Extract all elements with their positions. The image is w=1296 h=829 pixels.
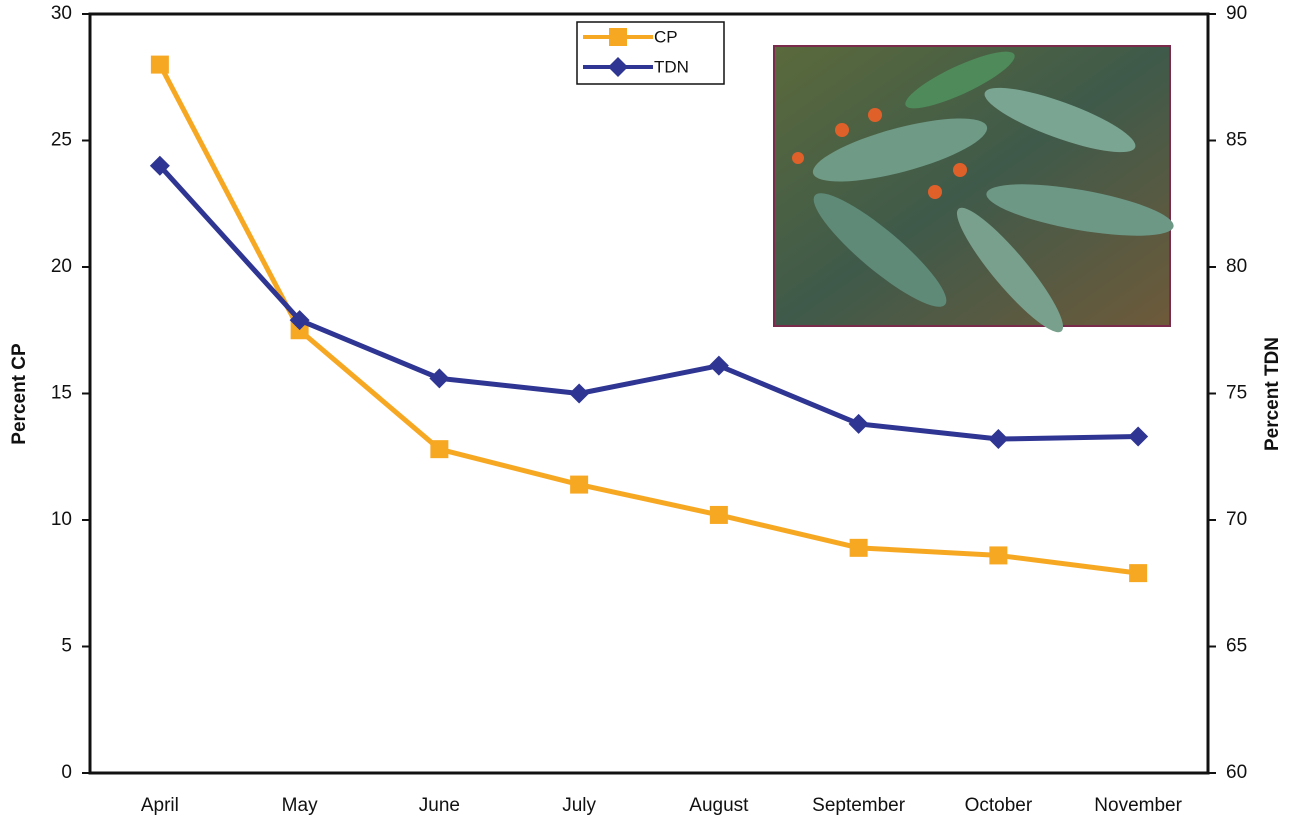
point: [988, 429, 1009, 450]
y-tick-label: 10: [51, 509, 72, 530]
point: [708, 355, 729, 376]
photo: [773, 45, 1174, 333]
y2-tick-label: 65: [1226, 636, 1247, 657]
legend-label: TDN: [654, 57, 689, 76]
y-tick-label: 25: [51, 130, 72, 151]
y-tick-label: 5: [61, 636, 72, 657]
legend-label: CP: [654, 27, 678, 46]
point: [709, 505, 728, 524]
point: [569, 383, 590, 404]
point: [289, 310, 310, 331]
point: [849, 538, 868, 557]
point: [150, 55, 169, 74]
legend: [576, 21, 725, 85]
x-tick-label: September: [812, 795, 906, 816]
series-line: [158, 164, 1139, 442]
point: [570, 475, 589, 494]
y2-tick-label: 70: [1226, 509, 1247, 530]
x-tick-label: May: [282, 795, 318, 816]
point: [1128, 426, 1149, 447]
y-tick-label: 30: [51, 3, 72, 24]
x-tick-label: July: [562, 795, 596, 816]
y2-tick-label: 60: [1226, 762, 1247, 783]
point: [430, 440, 449, 459]
y2-tick-label: 75: [1226, 383, 1247, 404]
x-tick-label: June: [419, 795, 460, 816]
point: [1129, 564, 1148, 583]
x-tick-label: October: [965, 795, 1033, 816]
y2-tick-label: 85: [1226, 130, 1247, 151]
x-tick-label: April: [141, 795, 179, 816]
y2-tick-label: 80: [1226, 256, 1247, 277]
point: [848, 413, 869, 434]
point: [429, 368, 450, 389]
y2-axis-label: Percent TDN: [1262, 337, 1283, 451]
legend-marker: [608, 57, 628, 77]
x-tick-label: August: [689, 795, 749, 816]
x-tick-label: November: [1094, 795, 1182, 816]
legend-marker: [609, 28, 627, 46]
y-axis-label: Percent CP: [9, 343, 30, 445]
series-line: [157, 63, 1139, 576]
point: [989, 546, 1008, 565]
y2-tick-label: 90: [1226, 3, 1247, 24]
point: [149, 155, 170, 176]
y-tick-label: 20: [51, 256, 72, 277]
y-tick-label: 15: [51, 383, 72, 404]
y-tick-label: 0: [61, 762, 72, 783]
point: [290, 321, 309, 340]
